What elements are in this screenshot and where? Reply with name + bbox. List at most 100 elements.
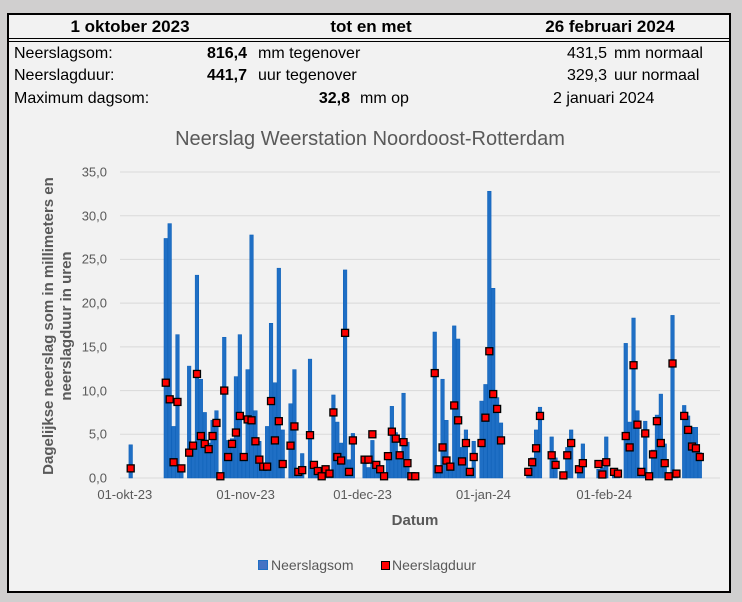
bar-neerslagsom: [171, 426, 176, 479]
x-axis-label: Datum: [391, 512, 439, 529]
marker-neerslagduur: [672, 469, 681, 478]
marker-neerslagduur: [220, 386, 229, 395]
marker-neerslagduur: [481, 413, 490, 422]
marker-neerslagduur: [633, 420, 642, 429]
marker-neerslagduur: [446, 462, 455, 471]
marker-neerslagduur: [496, 436, 506, 445]
bar-neerslagsom: [658, 393, 663, 479]
marker-neerslagduur: [430, 368, 439, 378]
marker-neerslagduur: [547, 451, 556, 460]
y-tick-label: 30,0: [81, 208, 107, 224]
y-tick-label: 35,0: [81, 164, 107, 180]
marker-neerslagduur: [403, 458, 412, 468]
y-tick-label: 5,0: [88, 426, 107, 442]
som-normal-unit: mm normaal: [614, 45, 703, 62]
marker-neerslagduur: [621, 431, 630, 441]
marker-neerslagduur: [231, 428, 241, 437]
marker-neerslagduur: [637, 467, 646, 477]
marker-neerslagduur: [469, 452, 478, 462]
bar-neerslagsom: [498, 422, 504, 479]
marker-neerslagduur: [185, 448, 194, 457]
bar-neerslagsom: [682, 405, 687, 479]
marker-neerslagduur: [368, 430, 377, 439]
marker-neerslagduur: [196, 431, 206, 441]
marker-neerslagduur: [274, 417, 283, 426]
max-unit: mm op: [360, 90, 409, 107]
marker-neerslagduur: [340, 328, 350, 338]
marker-neerslagduur: [567, 438, 576, 448]
som-unit: mm tegenover: [258, 45, 361, 62]
bar-neerslagsom: [187, 365, 192, 479]
marker-neerslagduur: [208, 431, 217, 441]
header-divider: [9, 41, 729, 42]
marker-neerslagduur: [438, 443, 447, 452]
bar-neerslagsom: [491, 288, 496, 479]
marker-neerslagduur: [457, 457, 467, 466]
bar-neerslagsom: [272, 382, 277, 479]
marker-neerslagduur: [161, 378, 170, 387]
marker-neerslagduur: [266, 396, 276, 406]
marker-neerslagduur: [227, 439, 237, 449]
marker-neerslagduur: [223, 452, 233, 462]
marker-neerslagduur: [578, 458, 588, 468]
marker-neerslagduur: [278, 459, 287, 469]
bar-neerslagsom: [300, 453, 305, 479]
x-tick-label: 01-nov-23: [216, 487, 275, 502]
duur-normal-unit: uur normaal: [614, 67, 700, 84]
bar-neerslagsom: [483, 384, 488, 479]
marker-neerslagduur: [434, 465, 443, 474]
legend-neerslagsom: Neerslagsom: [271, 557, 354, 573]
marker-neerslagduur: [551, 460, 560, 470]
marker-neerslagduur: [477, 438, 486, 448]
marker-neerslagduur: [235, 411, 244, 421]
marker-neerslagduur: [453, 416, 463, 425]
bar-neerslagsom: [237, 334, 242, 479]
marker-neerslagduur: [648, 450, 658, 459]
bar-neerslagsom: [288, 403, 293, 479]
y-tick-label: 20,0: [81, 295, 107, 311]
x-tick-label: 01-jan-24: [455, 487, 511, 502]
bar-neerslagsom: [233, 376, 238, 479]
marker-neerslagduur: [644, 472, 654, 481]
marker-neerslagduur: [286, 441, 295, 450]
marker-neerslagduur: [387, 427, 397, 436]
marker-neerslagduur: [298, 465, 307, 475]
y-tick-label: 0,0: [88, 470, 107, 486]
bar-neerslagsom: [631, 317, 636, 479]
max-label: Maximum dagsom:: [14, 90, 150, 107]
marker-neerslagduur: [391, 434, 400, 443]
som-value: 816,4: [206, 45, 247, 62]
bar-neerslagsom: [350, 433, 355, 479]
bar-neerslagsom: [635, 410, 640, 479]
bar-neerslagsom: [432, 331, 437, 479]
marker-neerslagduur: [348, 436, 358, 445]
marker-neerslagduur: [559, 471, 568, 480]
marker-neerslagduur: [524, 467, 533, 477]
marker-neerslagduur: [598, 470, 607, 479]
bar-neerslagsom: [693, 427, 698, 479]
marker-neerslagduur: [126, 464, 135, 473]
marker-neerslagduur: [216, 472, 225, 481]
marker-neerslagduur: [411, 472, 420, 481]
marker-neerslagduur: [531, 444, 541, 453]
marker-neerslagduur: [329, 408, 338, 417]
marker-neerslagduur: [188, 441, 198, 450]
bar-neerslagsom: [689, 427, 695, 479]
marker-neerslagduur: [652, 417, 662, 426]
marker-neerslagduur: [290, 422, 299, 431]
marker-neerslagduur: [177, 464, 186, 473]
marker-neerslagduur: [165, 395, 174, 404]
duur-label: Neerslagduur:: [14, 67, 115, 84]
marker-neerslagduur: [325, 469, 334, 478]
marker-neerslagduur: [613, 469, 623, 478]
bar-neerslagsom: [175, 334, 180, 479]
legend-neerslagduur: Neerslagduur: [392, 557, 477, 573]
marker-neerslagduur: [247, 416, 256, 425]
marker-neerslagduur: [680, 411, 689, 421]
bar-neerslagsom: [280, 429, 285, 479]
marker-neerslagduur: [602, 458, 611, 467]
marker-neerslagduur: [668, 359, 677, 368]
legend-swatch-neerslagduur: [381, 561, 390, 570]
header-divider: [9, 38, 729, 39]
bar-neerslagsom: [198, 378, 203, 479]
